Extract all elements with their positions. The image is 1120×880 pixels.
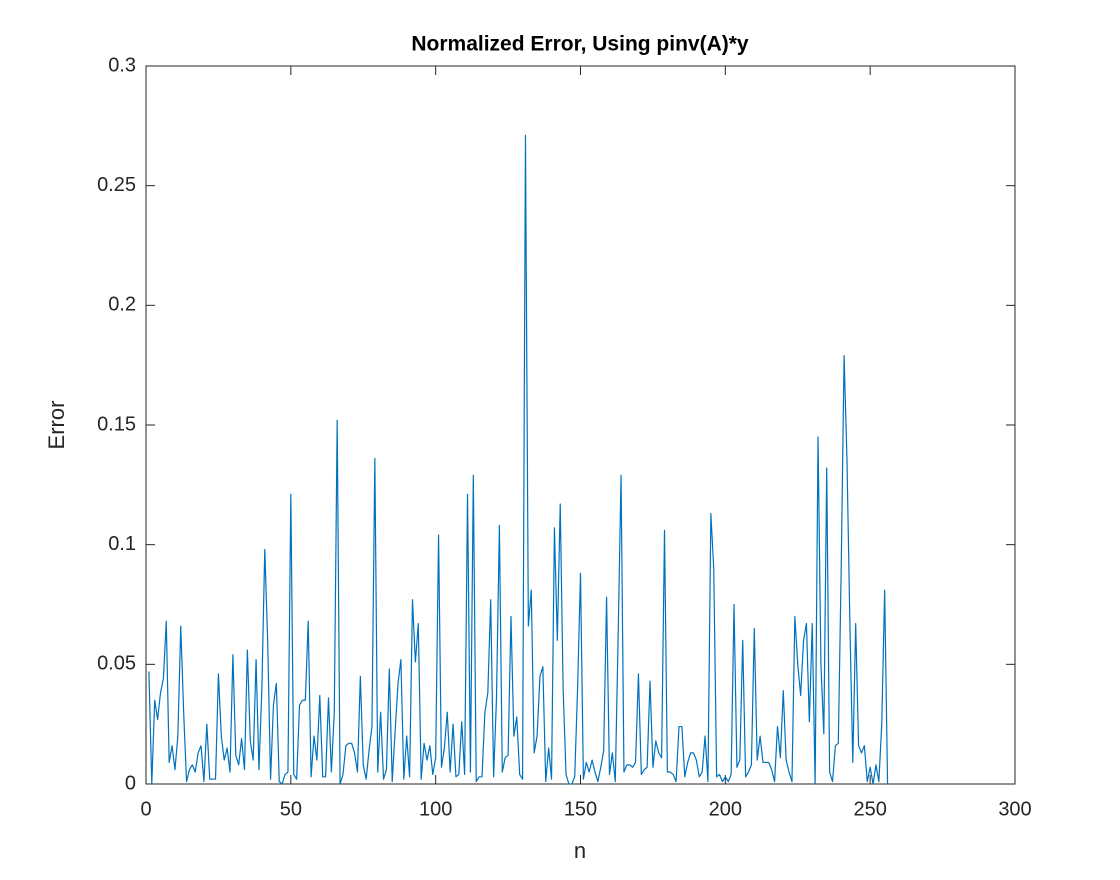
x-axis-label: n xyxy=(574,838,586,863)
x-tick-label: 300 xyxy=(998,798,1031,820)
y-tick-label: 0.15 xyxy=(97,413,136,435)
chart-title: Normalized Error, Using pinv(A)*y xyxy=(411,33,749,56)
x-tick-label: 150 xyxy=(564,798,597,820)
y-tick-label: 0.2 xyxy=(108,294,136,316)
y-axis-label: Error xyxy=(44,401,69,450)
data-line xyxy=(148,134,889,785)
y-tick-label: 0.25 xyxy=(97,174,136,196)
y-tick-label: 0 xyxy=(125,772,136,794)
y-tick-label: 0.05 xyxy=(97,653,136,675)
plot-frame xyxy=(145,65,1016,785)
x-tick-label: 250 xyxy=(853,798,886,820)
y-tick-label: 0.3 xyxy=(108,54,136,76)
x-tick-label: 100 xyxy=(419,798,452,820)
x-tick-label: 200 xyxy=(709,798,742,820)
y-tick-label: 0.1 xyxy=(108,533,136,555)
x-tick-label: 0 xyxy=(140,798,151,820)
x-tick-label: 50 xyxy=(280,798,302,820)
